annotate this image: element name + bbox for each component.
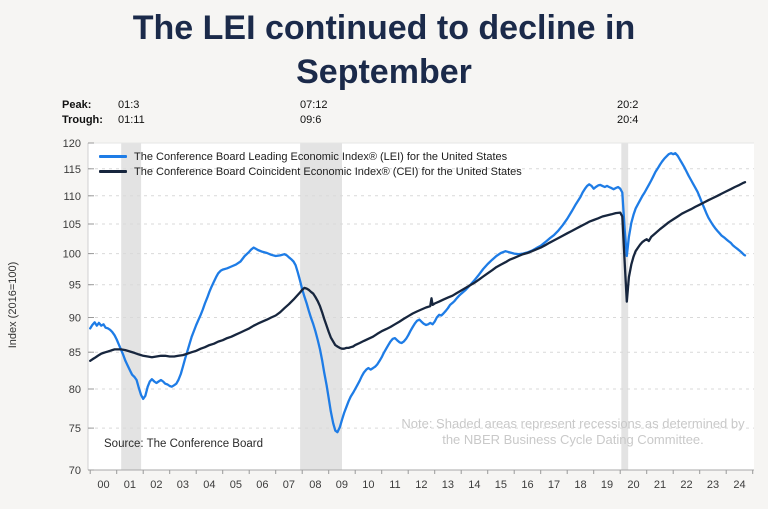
legend-item-lei: The Conference Board Leading Economic In… bbox=[99, 149, 522, 164]
x-tick-label: 03 bbox=[177, 479, 189, 491]
y-tick-label: 80 bbox=[69, 384, 81, 396]
x-tick-label: 16 bbox=[521, 479, 533, 491]
recession-band bbox=[121, 143, 142, 470]
x-tick-label: 22 bbox=[680, 479, 692, 491]
x-tick-label: 00 bbox=[97, 479, 109, 491]
page-title: The LEI continued to decline in Septembe… bbox=[0, 6, 768, 94]
legend-label-cei: The Conference Board Coincident Economic… bbox=[134, 165, 522, 178]
legend-item-cei: The Conference Board Coincident Economic… bbox=[99, 164, 522, 179]
cei-line-swatch bbox=[99, 170, 127, 173]
y-tick-label: 90 bbox=[69, 313, 81, 325]
y-tick-label: 120 bbox=[63, 138, 81, 150]
x-tick-label: 12 bbox=[415, 479, 427, 491]
recession-note-line-1: Note: Shaded areas represent recessions … bbox=[401, 416, 745, 431]
x-tick-label: 06 bbox=[256, 479, 268, 491]
source-note: Source: The Conference Board bbox=[104, 438, 263, 450]
y-tick-label: 115 bbox=[63, 164, 81, 176]
title-line-1: The LEI continued to decline in bbox=[132, 9, 636, 47]
y-tick-label: 95 bbox=[69, 280, 81, 292]
x-tick-label: 01 bbox=[124, 479, 136, 491]
y-tick-label: 110 bbox=[63, 191, 81, 203]
x-tick-label: 14 bbox=[468, 479, 480, 491]
x-tick-label: 13 bbox=[442, 479, 454, 491]
y-tick-label: 70 bbox=[69, 465, 81, 477]
y-tick-label: 85 bbox=[69, 347, 81, 359]
x-tick-label: 20 bbox=[627, 479, 639, 491]
x-tick-label: 15 bbox=[495, 479, 507, 491]
x-tick-label: 18 bbox=[574, 479, 586, 491]
x-tick-label: 24 bbox=[733, 479, 745, 491]
legend-label-lei: The Conference Board Leading Economic In… bbox=[134, 150, 508, 163]
x-tick-label: 08 bbox=[309, 479, 321, 491]
x-tick-label: 23 bbox=[707, 479, 719, 491]
x-tick-label: 19 bbox=[601, 479, 613, 491]
x-tick-label: 10 bbox=[362, 479, 374, 491]
recession-note-line-2: the NBER Business Cycle Dating Committee… bbox=[442, 432, 704, 447]
y-axis-title: Index (2016=100) bbox=[7, 261, 19, 349]
x-tick-label: 02 bbox=[150, 479, 162, 491]
y-tick-label: 100 bbox=[63, 249, 81, 261]
recession-note: Note: Shaded areas represent recessions … bbox=[380, 416, 766, 448]
lei-line-swatch bbox=[99, 155, 127, 158]
chart-legend: The Conference Board Leading Economic In… bbox=[99, 149, 522, 179]
x-tick-label: 21 bbox=[654, 479, 666, 491]
x-tick-label: 09 bbox=[336, 479, 348, 491]
plot-area bbox=[88, 143, 754, 470]
title-line-2: September bbox=[296, 53, 472, 91]
x-tick-label: 17 bbox=[548, 479, 560, 491]
x-tick-label: 07 bbox=[283, 479, 295, 491]
x-tick-label: 04 bbox=[203, 479, 215, 491]
y-tick-label: 75 bbox=[69, 423, 81, 435]
lei-line bbox=[89, 152, 747, 434]
x-tick-label: 11 bbox=[389, 479, 400, 491]
cei-line bbox=[89, 181, 747, 362]
y-tick-label: 105 bbox=[63, 219, 81, 231]
x-tick-label: 05 bbox=[230, 479, 242, 491]
recession-band bbox=[621, 143, 629, 470]
